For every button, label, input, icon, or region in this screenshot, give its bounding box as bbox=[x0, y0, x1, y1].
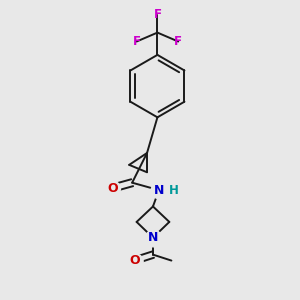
Text: N: N bbox=[154, 184, 164, 196]
Text: N: N bbox=[148, 231, 158, 244]
Text: O: O bbox=[107, 182, 118, 194]
Text: F: F bbox=[153, 8, 161, 21]
Text: F: F bbox=[174, 35, 182, 48]
Text: O: O bbox=[129, 254, 140, 267]
Text: F: F bbox=[133, 35, 141, 48]
Text: H: H bbox=[169, 184, 179, 196]
